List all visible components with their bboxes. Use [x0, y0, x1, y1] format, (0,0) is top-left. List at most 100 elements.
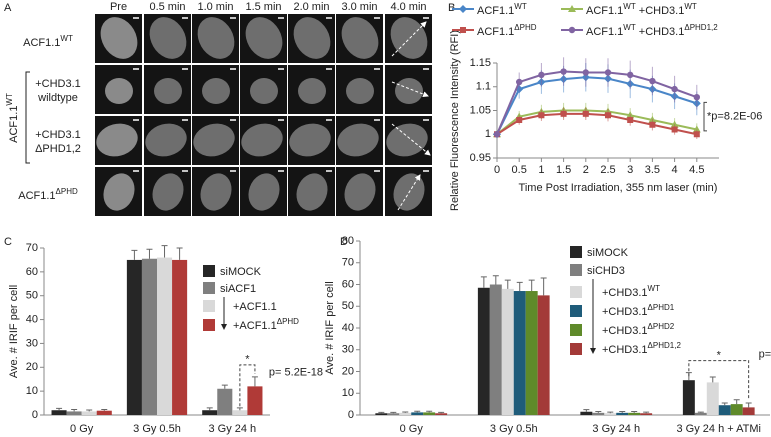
marker	[538, 71, 545, 79]
superscript: WT	[648, 284, 661, 293]
error-bar	[390, 411, 397, 414]
marker	[538, 112, 545, 119]
marker	[582, 69, 589, 76]
text-part: siACF1	[220, 283, 256, 295]
significance-star: *	[717, 349, 722, 361]
marker	[627, 71, 634, 79]
nucleus	[245, 17, 283, 59]
error-bar	[176, 247, 183, 260]
text-part: ACF1.1	[18, 190, 55, 202]
error-bar	[236, 407, 243, 411]
bar	[81, 411, 97, 415]
y-tick-label: 60	[342, 278, 354, 290]
bar	[525, 291, 538, 415]
superscript: ΔPHD1,2	[684, 23, 718, 32]
error-bar	[414, 410, 421, 413]
laser-track-arrow	[391, 81, 429, 97]
marker	[560, 68, 567, 75]
significance-star: *	[245, 354, 250, 366]
marker	[604, 69, 612, 76]
bar	[387, 413, 400, 415]
text-part: +CHD3.1	[602, 325, 648, 337]
y-tick-label: 30	[26, 337, 38, 349]
marker	[671, 85, 678, 93]
legend-swatch	[570, 286, 582, 298]
nucleus	[386, 123, 428, 157]
error-bar	[146, 248, 153, 259]
series-line	[496, 112, 698, 136]
error-bar	[131, 249, 138, 260]
marker	[516, 78, 523, 86]
superscript: WT	[623, 23, 636, 32]
column-header: Pre	[110, 1, 127, 13]
group-label: ACF1.1WT	[5, 93, 20, 143]
nucleus	[250, 78, 278, 104]
annotation: p= 5.2E-18	[269, 367, 323, 379]
row-label: ΔPHD1,2	[35, 143, 81, 155]
y-tick-label: 10	[26, 385, 38, 397]
significance-bracket	[688, 360, 750, 401]
error-bar	[540, 277, 547, 296]
nucleus	[337, 123, 379, 157]
legend-swatch	[570, 264, 582, 276]
text-part: siCHD3	[587, 265, 625, 277]
column-header: 0.5 min	[149, 1, 185, 13]
x-tick-label: 4.5	[689, 164, 704, 176]
annotation: *p=8.2E-06	[707, 111, 762, 123]
group-bracket	[25, 71, 30, 164]
bar	[742, 407, 755, 415]
error-bar	[206, 407, 213, 411]
marker	[649, 77, 656, 85]
legend-label: siMOCK	[587, 247, 629, 259]
superscript: WT	[5, 93, 14, 106]
y-tick-label: 0	[348, 409, 354, 421]
nucleus	[395, 78, 423, 104]
nucleus	[103, 173, 135, 211]
bar	[682, 380, 695, 415]
y-tick-label: 0.95	[470, 152, 491, 164]
bar	[730, 404, 743, 415]
error-bar	[492, 275, 499, 285]
x-tick-label: 3.5	[645, 164, 660, 176]
legend-label: +ACF1.1	[233, 301, 277, 313]
superscript: ΔPHD2	[648, 322, 675, 331]
superscript: ΔPHD1	[648, 303, 675, 312]
text-part: ACF1.1	[23, 37, 60, 49]
column-header: 2.0 min	[293, 1, 329, 13]
text-part: +ACF1.1	[233, 320, 277, 332]
x-tick-label: 3 Gy 24 h	[592, 423, 640, 435]
legend-swatch	[570, 305, 582, 317]
y-tick-label: 0	[32, 409, 38, 421]
nucleus	[293, 17, 331, 59]
error-bar	[709, 376, 716, 383]
bar	[375, 413, 388, 415]
error-bar	[251, 376, 258, 387]
nucleus	[296, 173, 328, 211]
row-label: wildtype	[37, 92, 78, 104]
marker	[459, 5, 467, 13]
text-part: ACF1.1	[8, 106, 20, 143]
error-bar	[595, 411, 602, 413]
x-tick-label: 0 Gy	[400, 423, 424, 435]
error-bar	[643, 411, 650, 414]
y-tick-label: 70	[26, 242, 38, 254]
bar	[604, 413, 617, 415]
bar	[694, 412, 707, 415]
x-tick-label: 3 Gy 0.5h	[490, 423, 538, 435]
nucleus	[96, 123, 138, 157]
nucleus	[105, 78, 133, 104]
y-axis-title: Ave. # IRIF per cell	[8, 285, 20, 378]
panel-label: A	[4, 2, 12, 14]
legend-swatch	[203, 282, 215, 294]
x-tick-label: 3 Gy 24 h + ATMi	[677, 423, 761, 435]
text-part: ACF1.1	[477, 26, 514, 38]
x-tick-label: 2	[583, 164, 589, 176]
error-bar	[161, 245, 168, 258]
text-part: siMOCK	[220, 266, 262, 278]
superscript: WT	[60, 34, 73, 43]
significance-bracket	[703, 101, 707, 132]
nucleus	[100, 17, 138, 59]
column-header: 1.0 min	[197, 1, 233, 13]
legend-swatch	[203, 300, 215, 312]
